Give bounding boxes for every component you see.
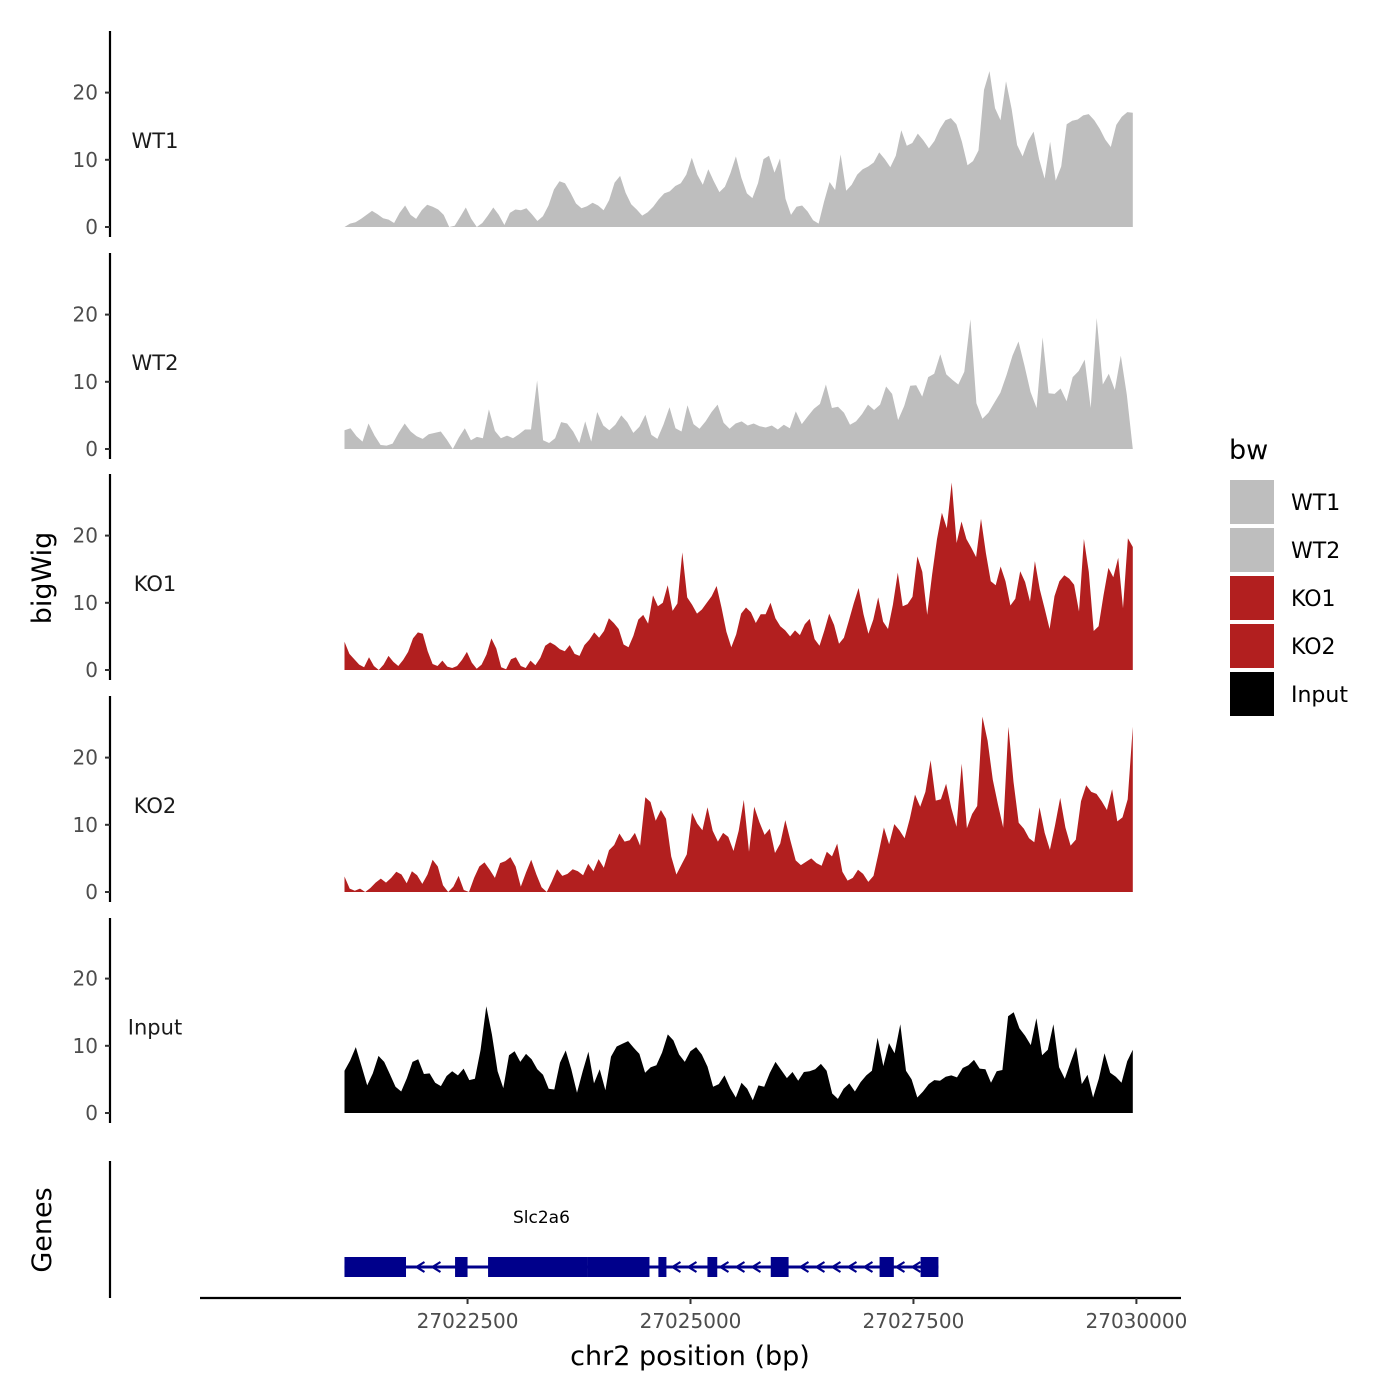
x-tick-label: 27022500: [417, 1309, 519, 1333]
legend-label: KO1: [1291, 587, 1336, 612]
x-axis: 27022500 27025000 27027500 27030000: [200, 1296, 1188, 1333]
legend-swatch: [1230, 576, 1274, 620]
strand-arrow: [734, 1261, 746, 1273]
y-tick-label: 0: [85, 1101, 98, 1125]
track-label-input: Input: [128, 1016, 182, 1040]
y-tick-label: 0: [85, 658, 98, 682]
legend-title: bw: [1229, 435, 1268, 466]
gene-exon: [658, 1257, 667, 1277]
x-tick-label: 27030000: [1086, 1309, 1188, 1333]
y-tick-label: 10: [73, 370, 98, 394]
track-label-wt2: WT2: [132, 351, 179, 375]
track-ko1: 0 10 20 KO1: [73, 474, 1133, 682]
track-label-wt1: WT1: [132, 129, 179, 153]
y-tick-label: 20: [73, 524, 98, 548]
track-wt2: 0 10 20 WT2: [73, 253, 1133, 461]
legend-item-input: Input: [1230, 672, 1348, 716]
strand-arrow: [670, 1261, 682, 1273]
y-tick-label: 10: [73, 148, 98, 172]
y-tick-label: 10: [73, 1034, 98, 1058]
legend-label: WT2: [1291, 539, 1340, 564]
y-axis-title: bigWig: [27, 532, 58, 625]
track-input: 0 10 20 Input: [73, 918, 1133, 1125]
gene-exon: [488, 1257, 522, 1277]
x-tick-label: 27025000: [640, 1309, 742, 1333]
gene-track: Slc2a6: [108, 1161, 939, 1298]
y-tick-label: 0: [85, 880, 98, 904]
coverage-tracks: 0 10 20 WT1 0 10 20 WT2 0 10 20 KO1 0 10 20 KO2 0 10 20 Inp…: [73, 31, 1133, 1125]
gene-exon: [770, 1257, 789, 1277]
coverage-area-ko1: [344, 482, 1133, 670]
gene-exon: [520, 1257, 588, 1277]
x-tick-label: 27027500: [863, 1309, 965, 1333]
y-tick-label: 0: [85, 215, 98, 239]
y-tick-label: 20: [73, 81, 98, 105]
coverage-area-wt1: [344, 71, 1133, 227]
y-tick-label: 10: [73, 813, 98, 837]
gene-exon: [587, 1257, 650, 1277]
y-tick-label: 20: [73, 303, 98, 327]
gene-exon: [344, 1257, 407, 1277]
strand-arrow: [814, 1261, 826, 1273]
legend-item-ko2: KO2: [1230, 624, 1336, 668]
strand-arrow: [750, 1261, 762, 1273]
gene-exon: [920, 1257, 939, 1277]
legend-item-ko1: KO1: [1230, 576, 1336, 620]
strand-arrow: [430, 1261, 442, 1273]
legend-item-wt2: WT2: [1230, 528, 1340, 572]
gene-name-label: Slc2a6: [513, 1208, 570, 1228]
strand-arrow: [830, 1261, 842, 1273]
track-label-ko2: KO2: [134, 794, 177, 818]
strand-arrow: [686, 1261, 698, 1273]
legend-label: Input: [1291, 683, 1348, 708]
strand-arrow: [910, 1261, 922, 1273]
legend-label: WT1: [1291, 491, 1340, 516]
strand-arrow: [798, 1261, 810, 1273]
gene-exon: [707, 1257, 718, 1277]
legend-item-wt1: WT1: [1230, 480, 1340, 524]
gene-track-title: Genes: [27, 1187, 58, 1272]
legend-label: KO2: [1291, 635, 1336, 660]
strand-arrow: [414, 1261, 426, 1273]
strand-arrow: [862, 1261, 874, 1273]
coverage-area-wt2: [344, 318, 1133, 449]
legend-swatch: [1230, 480, 1274, 524]
track-ko2: 0 10 20 KO2: [73, 696, 1133, 904]
gene-exon: [455, 1257, 468, 1277]
coverage-area-ko2: [344, 716, 1133, 892]
y-tick-label: 0: [85, 437, 98, 461]
legend-swatch: [1230, 528, 1274, 572]
y-tick-label: 20: [73, 967, 98, 991]
track-label-ko1: KO1: [134, 572, 177, 596]
legend-swatch: [1230, 672, 1274, 716]
strand-arrow: [894, 1261, 906, 1273]
x-axis-title: chr2 position (bp): [570, 1341, 810, 1372]
y-tick-label: 10: [73, 591, 98, 615]
coverage-area-input: [344, 1006, 1133, 1113]
track-wt1: 0 10 20 WT1: [73, 31, 1133, 239]
legend-swatch: [1230, 624, 1274, 668]
strand-arrow: [718, 1261, 730, 1273]
gene-exon: [879, 1257, 894, 1277]
strand-arrow: [846, 1261, 858, 1273]
y-tick-label: 20: [73, 746, 98, 770]
legend: bw WT1 WT2 KO1 KO2 Input: [1229, 435, 1348, 716]
